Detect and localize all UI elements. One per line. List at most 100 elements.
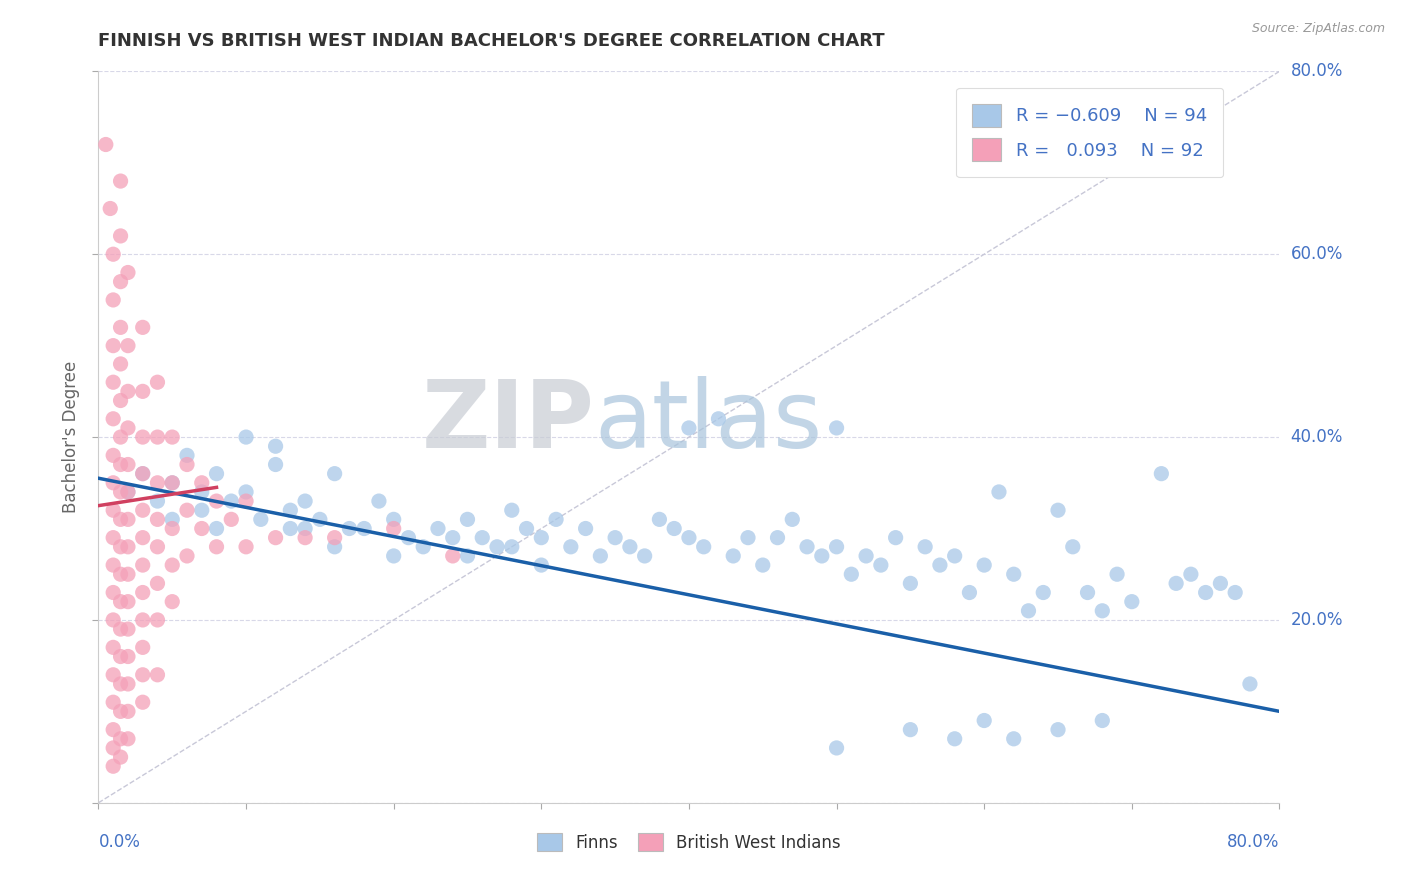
Point [176,448,198,462]
Point [1032,585,1054,599]
Point [191,521,214,535]
Point [110,540,132,554]
Point [264,439,287,453]
Point [117,266,139,280]
Point [103,613,125,627]
Text: 80.0%: 80.0% [1291,62,1343,80]
Point [353,521,375,535]
Point [929,558,952,573]
Point [382,549,405,563]
Point [132,613,155,627]
Point [117,485,139,500]
Point [132,320,155,334]
Point [110,485,132,500]
Point [235,430,257,444]
Point [132,640,155,655]
Point [110,275,132,289]
Point [132,667,155,681]
Point [162,594,183,608]
Point [110,512,132,526]
Point [1062,540,1084,554]
Text: atlas: atlas [595,376,823,468]
Point [486,540,509,554]
Point [110,594,132,608]
Point [589,549,612,563]
Point [959,585,981,599]
Point [1121,594,1143,608]
Point [339,521,361,535]
Point [619,540,641,554]
Point [132,430,155,444]
Point [664,521,686,535]
Point [737,531,759,545]
Point [103,759,125,773]
Point [382,512,405,526]
Point [323,531,346,545]
Point [103,585,125,599]
Point [117,540,139,554]
Point [146,667,169,681]
Point [117,567,139,582]
Point [280,503,302,517]
Text: 60.0%: 60.0% [1291,245,1343,263]
Point [546,512,568,526]
Point [825,540,848,554]
Point [441,531,464,545]
Point [146,613,169,627]
Point [162,512,183,526]
Point [309,512,332,526]
Point [678,531,700,545]
Text: FINNISH VS BRITISH WEST INDIAN BACHELOR'S DEGREE CORRELATION CHART: FINNISH VS BRITISH WEST INDIAN BACHELOR'… [98,32,884,50]
Point [191,503,214,517]
Point [1209,576,1232,591]
Point [146,430,169,444]
Point [110,649,132,664]
Point [110,229,132,244]
Point [117,622,139,636]
Point [1018,604,1040,618]
Point [132,585,155,599]
Point [855,549,877,563]
Point [841,567,863,582]
Point [162,430,183,444]
Point [94,137,117,152]
Point [501,503,523,517]
Point [117,594,139,608]
Point [162,521,183,535]
Point [516,521,538,535]
Point [943,731,966,746]
Point [1166,576,1188,591]
Point [117,458,139,472]
Point [943,549,966,563]
Point [782,512,804,526]
Point [110,677,132,691]
Point [117,485,139,500]
Point [103,640,125,655]
Point [752,558,775,573]
Point [457,512,479,526]
Point [117,677,139,691]
Point [110,393,132,408]
Text: 20.0%: 20.0% [1291,611,1343,629]
Point [605,531,627,545]
Point [1046,503,1070,517]
Point [1180,567,1202,582]
Point [103,412,125,426]
Point [501,540,523,554]
Point [973,558,995,573]
Point [103,503,125,517]
Point [707,412,730,426]
Point [235,540,257,554]
Point [280,521,302,535]
Point [110,320,132,334]
Point [382,521,405,535]
Point [264,458,287,472]
Point [176,549,198,563]
Point [988,485,1011,500]
Point [103,723,125,737]
Point [825,421,848,435]
Point [884,531,907,545]
Point [103,558,125,573]
Point [110,174,132,188]
Point [766,531,789,545]
